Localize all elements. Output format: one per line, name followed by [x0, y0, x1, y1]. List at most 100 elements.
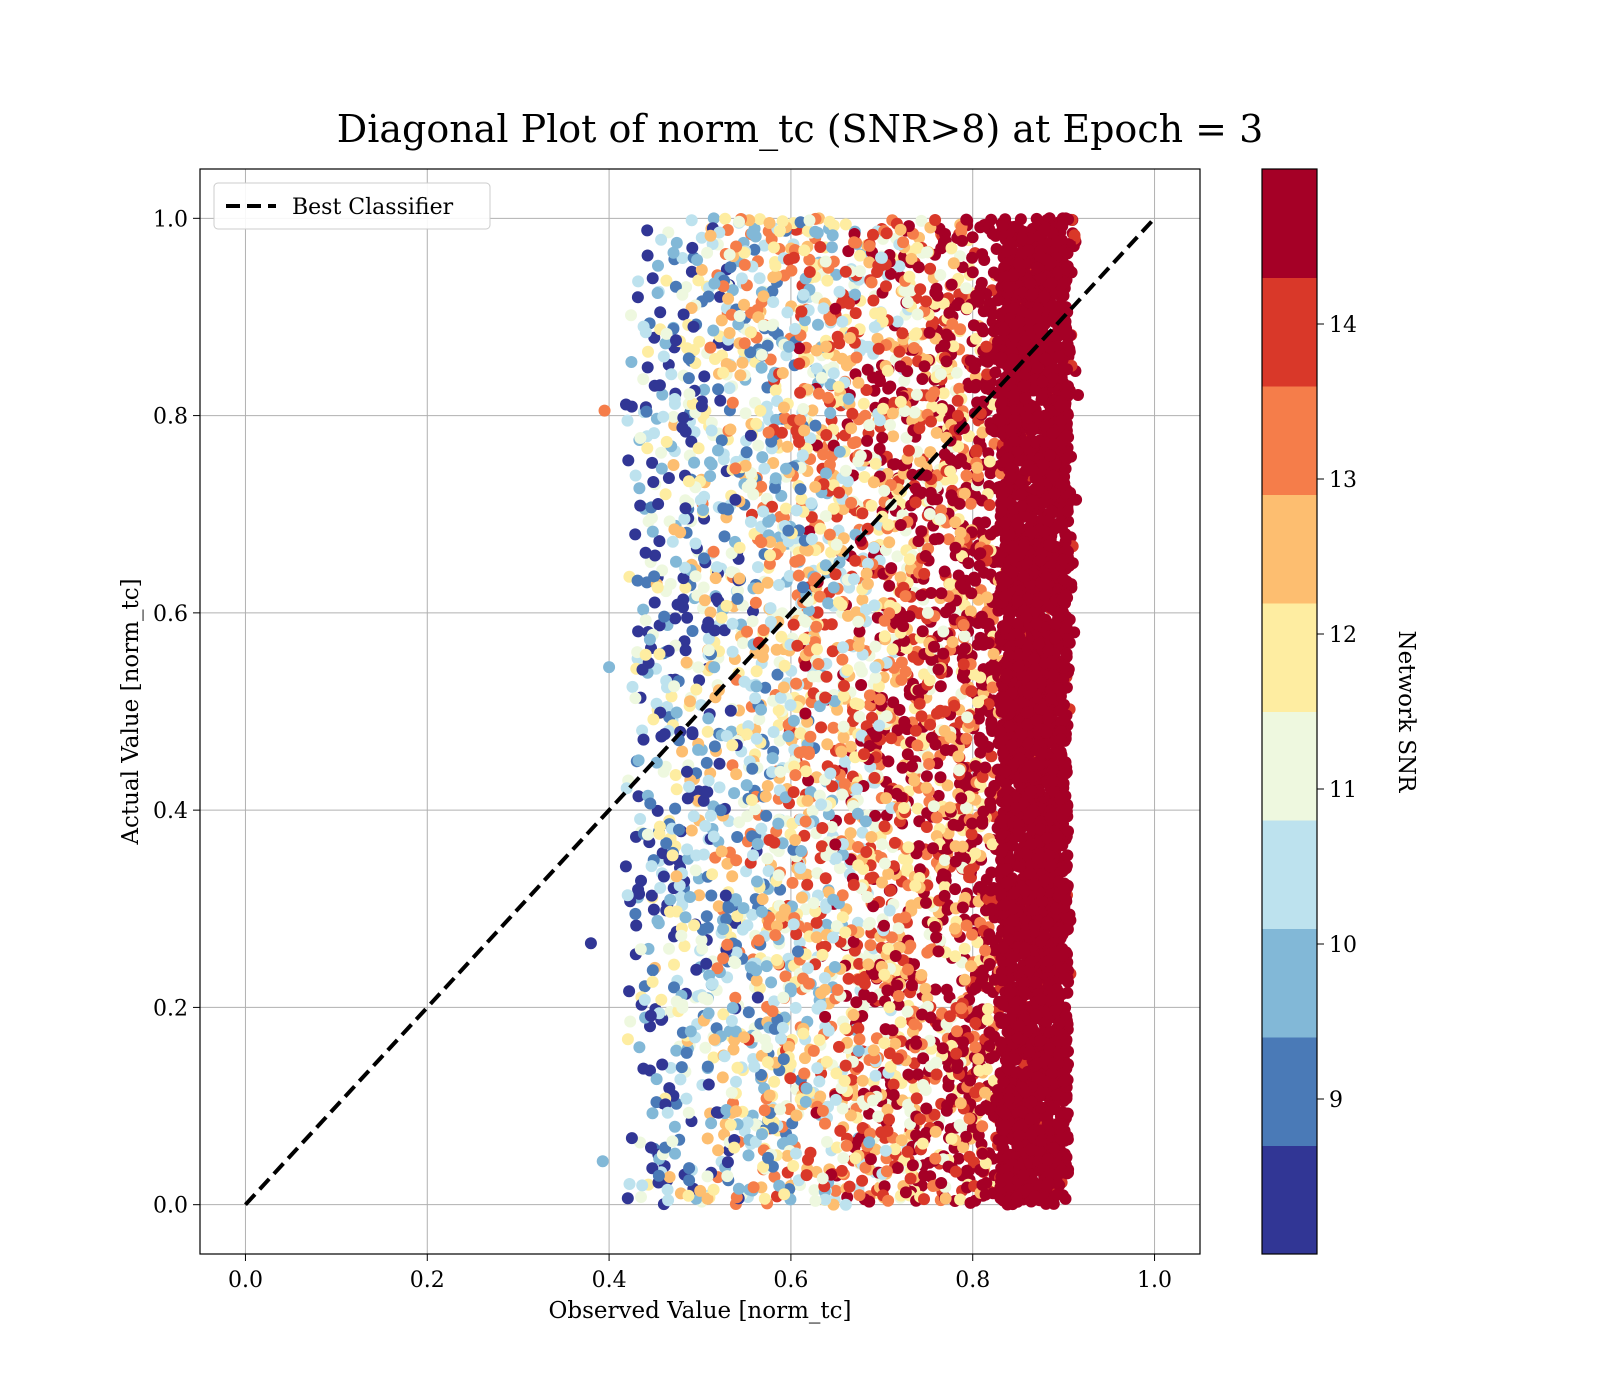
scatter-point: [762, 426, 775, 439]
scatter-point: [629, 692, 642, 705]
scatter-point: [847, 878, 860, 891]
scatter-point: [949, 950, 962, 963]
scatter-point: [730, 1075, 742, 1088]
scatter-point: [675, 1061, 688, 1074]
scatter-point: [980, 1063, 993, 1076]
scatter-point: [837, 731, 850, 744]
scatter-point: [912, 840, 925, 853]
scatter-point: [774, 765, 787, 778]
scatter-point: [851, 807, 864, 820]
scatter-point: [842, 609, 854, 622]
scatter-point: [813, 1034, 826, 1046]
scatter-point: [901, 748, 914, 761]
scatter-point: [636, 1179, 649, 1192]
scatter-point: [689, 864, 702, 877]
scatter-point: [739, 407, 752, 420]
scatter-point: [664, 577, 677, 590]
scatter-point: [847, 1009, 860, 1021]
scatter-point: [980, 340, 993, 353]
scatter-point: [909, 724, 922, 737]
scatter-point: [711, 561, 723, 574]
scatter-point: [930, 1056, 943, 1069]
scatter-point: [915, 214, 928, 227]
scatter-point: [810, 931, 823, 944]
scatter-point: [750, 417, 763, 430]
scatter-point: [695, 400, 708, 413]
scatter-point: [688, 426, 701, 439]
scatter-point: [761, 780, 774, 792]
scatter-point: [651, 914, 664, 927]
scatter-point: [707, 1051, 720, 1064]
scatter-point: [668, 981, 680, 994]
scatter-point: [830, 1067, 843, 1080]
scatter-point: [665, 690, 678, 703]
scatter-point: [829, 1184, 842, 1197]
scatter-point: [821, 274, 834, 287]
scatter-point: [797, 581, 809, 594]
scatter-point: [795, 305, 808, 318]
scatter-point: [682, 1106, 695, 1119]
scatter-point: [831, 330, 844, 343]
scatter-point: [903, 553, 916, 566]
scatter-point: [983, 1040, 996, 1052]
scatter-point: [730, 854, 743, 867]
scatter-point: [678, 635, 691, 648]
scatter-point: [726, 870, 739, 883]
scatter-point: [958, 487, 971, 500]
scatter-point: [676, 1001, 689, 1014]
scatter-point: [666, 849, 679, 862]
scatter-point: [864, 939, 877, 952]
scatter-point: [821, 738, 834, 751]
scatter-point: [939, 744, 952, 756]
scatter-point: [717, 952, 730, 965]
scatter-point: [836, 788, 849, 801]
scatter-point: [902, 963, 914, 976]
scatter-point: [755, 348, 768, 361]
scatter-point: [716, 1071, 729, 1084]
scatter-point: [869, 457, 882, 470]
scatter-point: [969, 1041, 982, 1054]
scatter-point: [715, 611, 728, 624]
scatter-point: [894, 571, 907, 584]
scatter-point: [954, 1097, 967, 1110]
scatter-point: [927, 800, 940, 813]
scatter-point: [924, 718, 937, 731]
scatter-point: [715, 434, 728, 447]
scatter-point: [797, 288, 810, 301]
scatter-point: [625, 356, 638, 368]
scatter-point: [691, 254, 704, 266]
scatter-point: [621, 889, 634, 902]
scatter-point: [803, 214, 816, 227]
scatter-point: [652, 259, 664, 272]
scatter-point: [722, 292, 735, 305]
scatter-point: [801, 794, 814, 807]
scatter-point: [619, 860, 632, 873]
scatter-point: [676, 745, 689, 758]
scatter-point: [641, 828, 654, 841]
scatter-point: [980, 1100, 992, 1113]
scatter-point: [640, 405, 653, 418]
scatter-point: [633, 482, 646, 495]
scatter-point: [966, 266, 979, 279]
scatter-point: [954, 526, 967, 539]
scatter-point: [683, 780, 696, 793]
scatter-point: [742, 1149, 755, 1162]
scatter-point: [789, 769, 802, 782]
scatter-point: [794, 483, 807, 496]
scatter-point: [658, 728, 671, 741]
scatter-point: [787, 786, 800, 799]
scatter-point: [983, 455, 996, 468]
scatter-point: [761, 1056, 774, 1069]
scatter-point: [764, 549, 776, 562]
scatter-point: [918, 1193, 930, 1206]
scatter-point: [702, 644, 715, 657]
scatter-point: [784, 1072, 797, 1085]
scatter-point: [878, 820, 891, 833]
scatter-point: [622, 454, 635, 467]
scatter-point: [853, 1033, 866, 1046]
scatter-point: [891, 315, 904, 328]
scatter-point: [683, 1162, 696, 1175]
scatter-point: [880, 280, 892, 293]
scatter-point: [815, 721, 828, 734]
scatter-point: [639, 614, 652, 627]
